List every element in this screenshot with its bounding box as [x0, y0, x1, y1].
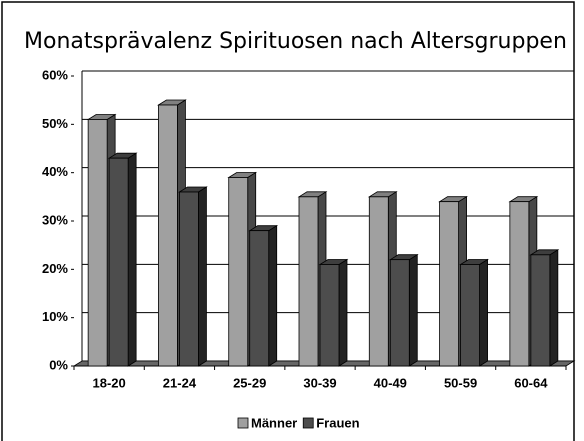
- bar-side: [198, 186, 207, 367]
- y-tick-label: 40%: [42, 164, 68, 179]
- legend-swatch: [237, 417, 249, 429]
- x-tick-label: 60-64: [514, 375, 548, 390]
- bar-side: [549, 249, 559, 367]
- bar: [368, 196, 389, 367]
- bar-side: [338, 258, 348, 367]
- bar-side: [268, 224, 278, 367]
- x-tick-label: 18-20: [93, 375, 126, 390]
- bar: [439, 201, 459, 367]
- bar-side: [479, 258, 488, 367]
- legend-label: Frauen: [316, 415, 359, 430]
- y-tick-label: 10%: [42, 309, 68, 324]
- bar: [530, 254, 551, 367]
- bar: [228, 177, 249, 367]
- bar-side: [408, 253, 418, 367]
- bar: [179, 191, 199, 367]
- x-tick-label: 25-29: [233, 375, 266, 390]
- bar: [158, 104, 178, 367]
- chart-title: Monatsprävalenz Spirituosen nach Altersg…: [24, 29, 567, 54]
- bar: [249, 230, 270, 367]
- x-tick-label: 40-49: [374, 375, 407, 390]
- y-tick-label: 0%: [49, 357, 68, 372]
- bar: [509, 201, 530, 367]
- bar: [87, 119, 108, 367]
- bar-side: [127, 152, 137, 367]
- bar: [108, 157, 129, 367]
- bar: [298, 196, 319, 367]
- bar: [389, 259, 410, 367]
- y-tick-label: 60%: [42, 67, 68, 82]
- y-tick-label: 50%: [42, 116, 68, 131]
- y-tick-label: 30%: [42, 212, 68, 227]
- x-tick-label: 30-39: [303, 375, 336, 390]
- x-tick-label: 50-59: [444, 375, 477, 390]
- x-tick-label: 21-24: [163, 375, 197, 390]
- legend-swatch: [302, 417, 314, 429]
- legend-label: Männer: [251, 415, 297, 430]
- y-tick-label: 20%: [42, 261, 68, 276]
- bar: [460, 264, 480, 367]
- bar: [319, 264, 340, 367]
